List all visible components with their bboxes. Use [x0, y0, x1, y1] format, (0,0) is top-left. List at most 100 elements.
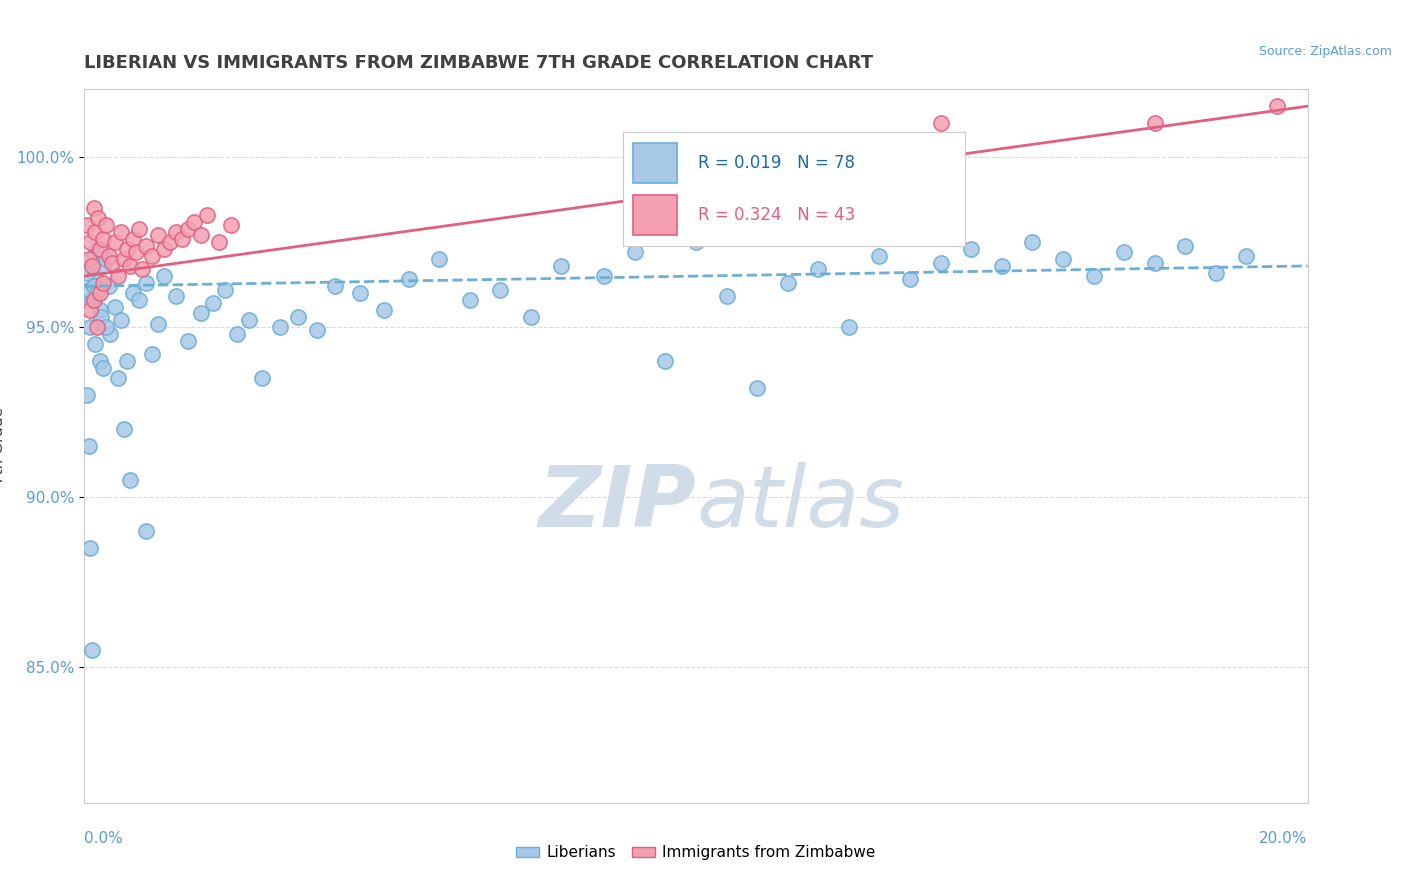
Point — [177, 334, 200, 348]
Point — [79, 303, 101, 318]
Point — [208, 235, 231, 249]
Text: R = 0.019   N = 78: R = 0.019 N = 78 — [697, 153, 855, 172]
Point — [89, 354, 111, 368]
Point — [86, 320, 108, 334]
Point — [520, 310, 543, 324]
Point — [135, 276, 157, 290]
Point — [89, 286, 111, 301]
Point — [77, 439, 100, 453]
Point — [593, 269, 616, 284]
Point — [141, 249, 163, 263]
Point — [1205, 266, 1227, 280]
Point — [214, 283, 236, 297]
Point — [398, 272, 420, 286]
Point — [115, 354, 138, 368]
Point — [91, 276, 114, 290]
Point — [83, 249, 105, 263]
Point — [165, 225, 187, 239]
Point — [1143, 255, 1166, 269]
Point — [87, 242, 110, 256]
Point — [76, 218, 98, 232]
Point — [489, 283, 512, 297]
Point — [1143, 116, 1166, 130]
Point — [153, 269, 176, 284]
Point — [97, 249, 120, 263]
Point — [76, 388, 98, 402]
Text: Source: ZipAtlas.com: Source: ZipAtlas.com — [1258, 45, 1392, 58]
Point — [86, 286, 108, 301]
Point — [458, 293, 481, 307]
Point — [269, 320, 291, 334]
Y-axis label: 7th Grade: 7th Grade — [0, 408, 6, 484]
Point — [135, 524, 157, 538]
Point — [226, 326, 249, 341]
Point — [201, 296, 224, 310]
Point — [104, 300, 127, 314]
Bar — [633, 194, 678, 235]
Point — [94, 252, 117, 266]
Point — [1083, 269, 1105, 284]
Point — [960, 242, 983, 256]
Point — [80, 643, 103, 657]
Point — [79, 541, 101, 555]
Point — [190, 306, 212, 320]
Point — [838, 320, 860, 334]
Point — [94, 320, 117, 334]
Point — [190, 228, 212, 243]
Point — [128, 293, 150, 307]
Point — [219, 218, 242, 232]
Point — [112, 252, 135, 266]
Point — [79, 320, 101, 334]
Point — [107, 269, 129, 284]
Point — [654, 354, 676, 368]
Text: 20.0%: 20.0% — [1260, 831, 1308, 846]
Point — [807, 262, 830, 277]
Point — [131, 262, 153, 277]
Point — [373, 303, 395, 318]
Point — [79, 235, 101, 249]
Point — [776, 276, 799, 290]
Point — [80, 293, 103, 307]
Point — [898, 272, 921, 286]
Point — [1174, 238, 1197, 252]
Point — [716, 289, 738, 303]
Point — [120, 259, 142, 273]
Point — [929, 255, 952, 269]
Point — [107, 371, 129, 385]
Point — [77, 252, 100, 266]
Point — [101, 255, 124, 269]
Point — [1265, 99, 1288, 113]
Point — [84, 337, 107, 351]
Point — [1114, 245, 1136, 260]
Point — [115, 242, 138, 256]
Text: ZIP: ZIP — [538, 461, 696, 545]
Point — [146, 228, 169, 243]
Point — [122, 232, 145, 246]
Point — [90, 310, 112, 324]
Point — [94, 218, 117, 232]
Point — [146, 317, 169, 331]
Text: R = 0.324   N = 43: R = 0.324 N = 43 — [697, 206, 855, 225]
Point — [323, 279, 346, 293]
Point — [125, 245, 148, 260]
Point — [991, 259, 1014, 273]
Point — [97, 279, 120, 293]
Point — [128, 221, 150, 235]
Point — [238, 313, 260, 327]
Text: atlas: atlas — [696, 461, 904, 545]
Point — [98, 326, 121, 341]
Point — [287, 310, 309, 324]
Point — [112, 422, 135, 436]
Point — [172, 232, 194, 246]
Point — [135, 238, 157, 252]
Point — [120, 473, 142, 487]
Point — [89, 303, 111, 318]
Point — [1236, 249, 1258, 263]
Point — [1021, 235, 1043, 249]
Point — [1052, 252, 1074, 266]
Point — [89, 242, 111, 256]
Point — [929, 116, 952, 130]
Point — [104, 235, 127, 249]
Point — [91, 232, 114, 246]
Point — [349, 286, 371, 301]
